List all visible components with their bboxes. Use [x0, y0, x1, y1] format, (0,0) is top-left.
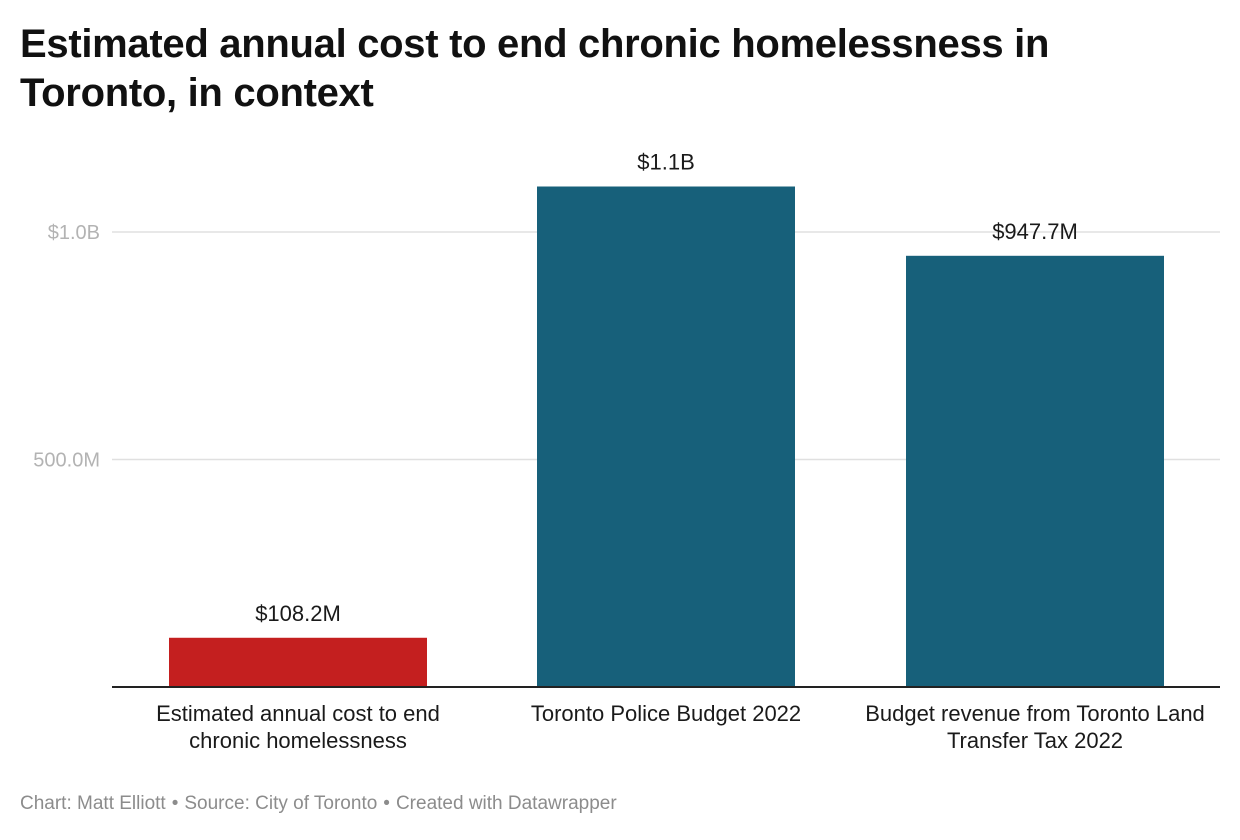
chart-title: Estimated annual cost to end chronic hom…: [20, 22, 1050, 115]
category-label-homelessness: Estimated annual cost to end chronic hom…: [156, 701, 440, 753]
bar-value-label: $947.7M: [992, 219, 1078, 244]
footer-separator: •: [383, 793, 390, 814]
footer-separator: •: [171, 793, 179, 814]
chart-footer: Chart: Matt Elliott • Source: City of Toro…: [20, 793, 617, 815]
chart-source: Source: City of Toronto: [184, 793, 378, 814]
bar: [906, 255, 1164, 687]
category-label-police-budget: Toronto Police Budget 2022: [530, 701, 802, 726]
y-tick-label: $1.0B: [48, 222, 100, 244]
chart-credit: Chart: Matt Elliott: [20, 793, 166, 814]
category-label-land-transfer-tax: Budget revenue from Toronto Land Transfe…: [865, 701, 1205, 753]
y-tick-label: 500.0M: [33, 450, 100, 472]
bar: [169, 637, 427, 687]
bar-value-label: $108.2M: [255, 601, 341, 626]
bar: [537, 186, 795, 687]
created-with: Created with Datawrapper: [395, 793, 617, 814]
bar-value-label: $1.1B: [637, 150, 695, 175]
